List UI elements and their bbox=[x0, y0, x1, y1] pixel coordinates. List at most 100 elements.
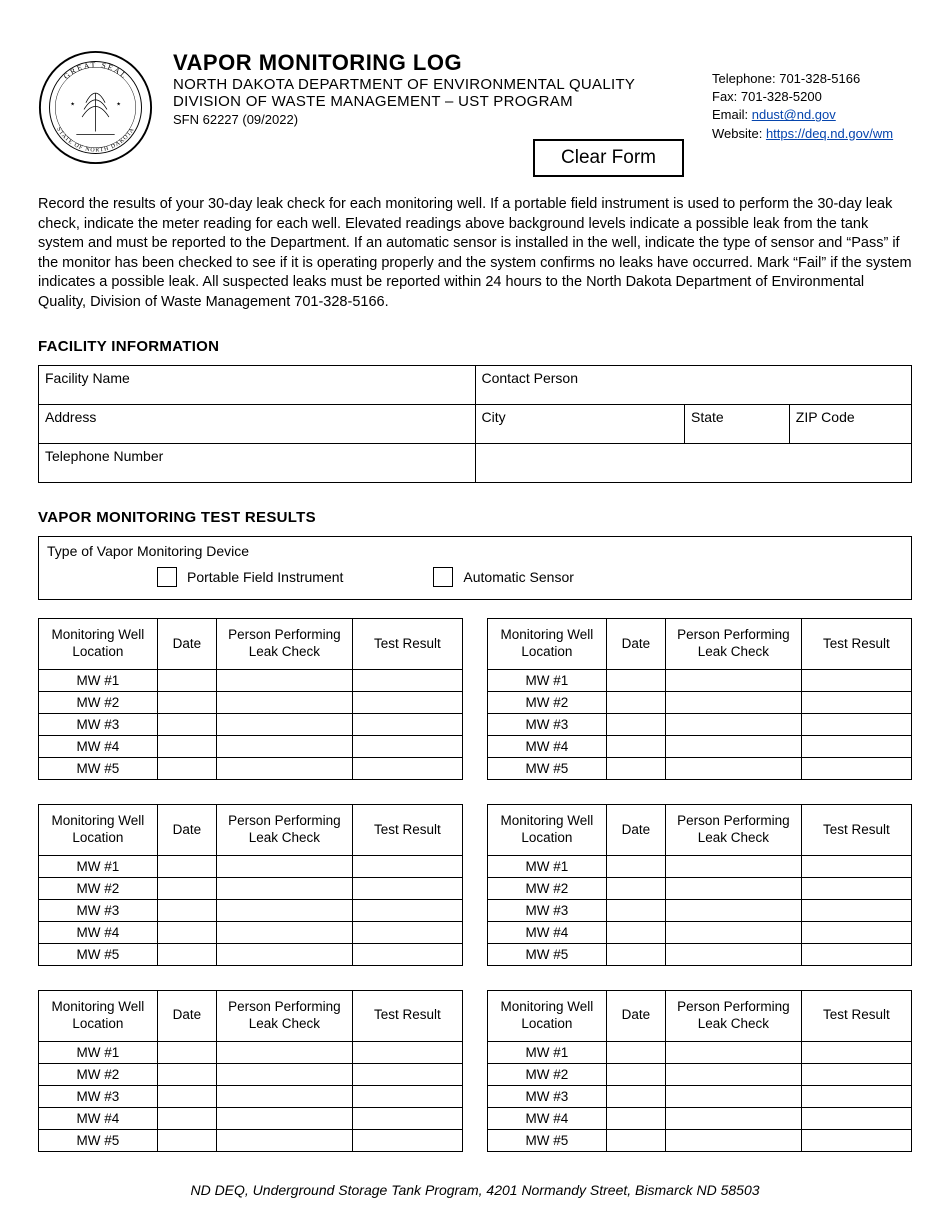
person-cell[interactable] bbox=[666, 1063, 802, 1085]
person-cell[interactable] bbox=[666, 692, 802, 714]
date-cell[interactable] bbox=[157, 1107, 216, 1129]
person-cell[interactable] bbox=[666, 921, 802, 943]
person-cell[interactable] bbox=[217, 692, 353, 714]
person-cell[interactable] bbox=[666, 855, 802, 877]
person-cell[interactable] bbox=[666, 736, 802, 758]
portable-checkbox[interactable] bbox=[157, 567, 177, 587]
date-cell[interactable] bbox=[606, 943, 665, 965]
date-cell[interactable] bbox=[157, 855, 216, 877]
date-cell[interactable] bbox=[606, 714, 665, 736]
result-cell[interactable] bbox=[352, 1063, 462, 1085]
city-cell[interactable]: City bbox=[475, 405, 685, 444]
date-cell[interactable] bbox=[157, 1085, 216, 1107]
result-cell[interactable] bbox=[352, 758, 462, 780]
date-cell[interactable] bbox=[157, 899, 216, 921]
result-cell[interactable] bbox=[801, 1107, 911, 1129]
person-cell[interactable] bbox=[217, 1129, 353, 1151]
result-cell[interactable] bbox=[352, 877, 462, 899]
person-cell[interactable] bbox=[666, 943, 802, 965]
result-cell[interactable] bbox=[352, 1085, 462, 1107]
date-cell[interactable] bbox=[606, 1063, 665, 1085]
portable-option[interactable]: Portable Field Instrument bbox=[157, 567, 343, 587]
date-cell[interactable] bbox=[157, 670, 216, 692]
date-cell[interactable] bbox=[606, 692, 665, 714]
result-cell[interactable] bbox=[801, 714, 911, 736]
result-cell[interactable] bbox=[801, 1129, 911, 1151]
date-cell[interactable] bbox=[606, 736, 665, 758]
person-cell[interactable] bbox=[217, 670, 353, 692]
person-cell[interactable] bbox=[666, 1129, 802, 1151]
automatic-checkbox[interactable] bbox=[433, 567, 453, 587]
result-cell[interactable] bbox=[801, 670, 911, 692]
result-cell[interactable] bbox=[352, 736, 462, 758]
person-cell[interactable] bbox=[666, 758, 802, 780]
email-link[interactable]: ndust@nd.gov bbox=[752, 107, 836, 122]
date-cell[interactable] bbox=[606, 877, 665, 899]
person-cell[interactable] bbox=[217, 1107, 353, 1129]
date-cell[interactable] bbox=[157, 1063, 216, 1085]
contact-person-cell[interactable]: Contact Person bbox=[475, 366, 912, 405]
date-cell[interactable] bbox=[157, 736, 216, 758]
date-cell[interactable] bbox=[606, 899, 665, 921]
date-cell[interactable] bbox=[606, 670, 665, 692]
date-cell[interactable] bbox=[157, 877, 216, 899]
result-cell[interactable] bbox=[801, 1063, 911, 1085]
result-cell[interactable] bbox=[352, 1107, 462, 1129]
result-cell[interactable] bbox=[801, 1085, 911, 1107]
person-cell[interactable] bbox=[217, 899, 353, 921]
person-cell[interactable] bbox=[217, 1041, 353, 1063]
person-cell[interactable] bbox=[666, 899, 802, 921]
zip-cell[interactable]: ZIP Code bbox=[789, 405, 911, 444]
telephone-cell[interactable]: Telephone Number bbox=[39, 444, 476, 483]
person-cell[interactable] bbox=[666, 1107, 802, 1129]
result-cell[interactable] bbox=[352, 899, 462, 921]
facility-blank-cell[interactable] bbox=[475, 444, 912, 483]
date-cell[interactable] bbox=[606, 1041, 665, 1063]
date-cell[interactable] bbox=[157, 758, 216, 780]
result-cell[interactable] bbox=[352, 670, 462, 692]
clear-form-button[interactable]: Clear Form bbox=[533, 139, 684, 177]
facility-name-cell[interactable]: Facility Name bbox=[39, 366, 476, 405]
result-cell[interactable] bbox=[352, 1041, 462, 1063]
address-cell[interactable]: Address bbox=[39, 405, 476, 444]
result-cell[interactable] bbox=[352, 855, 462, 877]
date-cell[interactable] bbox=[157, 1129, 216, 1151]
automatic-option[interactable]: Automatic Sensor bbox=[433, 567, 574, 587]
person-cell[interactable] bbox=[217, 921, 353, 943]
result-cell[interactable] bbox=[801, 877, 911, 899]
date-cell[interactable] bbox=[157, 714, 216, 736]
result-cell[interactable] bbox=[352, 1129, 462, 1151]
date-cell[interactable] bbox=[157, 692, 216, 714]
date-cell[interactable] bbox=[606, 1107, 665, 1129]
person-cell[interactable] bbox=[217, 855, 353, 877]
person-cell[interactable] bbox=[217, 736, 353, 758]
person-cell[interactable] bbox=[217, 1085, 353, 1107]
person-cell[interactable] bbox=[666, 714, 802, 736]
result-cell[interactable] bbox=[352, 692, 462, 714]
result-cell[interactable] bbox=[801, 1041, 911, 1063]
person-cell[interactable] bbox=[217, 714, 353, 736]
result-cell[interactable] bbox=[801, 758, 911, 780]
date-cell[interactable] bbox=[606, 1085, 665, 1107]
person-cell[interactable] bbox=[666, 1041, 802, 1063]
person-cell[interactable] bbox=[666, 1085, 802, 1107]
person-cell[interactable] bbox=[666, 670, 802, 692]
person-cell[interactable] bbox=[666, 877, 802, 899]
person-cell[interactable] bbox=[217, 943, 353, 965]
date-cell[interactable] bbox=[157, 921, 216, 943]
person-cell[interactable] bbox=[217, 877, 353, 899]
result-cell[interactable] bbox=[801, 855, 911, 877]
date-cell[interactable] bbox=[157, 1041, 216, 1063]
state-cell[interactable]: State bbox=[685, 405, 790, 444]
person-cell[interactable] bbox=[217, 1063, 353, 1085]
result-cell[interactable] bbox=[801, 899, 911, 921]
date-cell[interactable] bbox=[157, 943, 216, 965]
result-cell[interactable] bbox=[801, 692, 911, 714]
result-cell[interactable] bbox=[352, 943, 462, 965]
date-cell[interactable] bbox=[606, 921, 665, 943]
person-cell[interactable] bbox=[217, 758, 353, 780]
result-cell[interactable] bbox=[352, 921, 462, 943]
result-cell[interactable] bbox=[352, 714, 462, 736]
result-cell[interactable] bbox=[801, 736, 911, 758]
result-cell[interactable] bbox=[801, 921, 911, 943]
